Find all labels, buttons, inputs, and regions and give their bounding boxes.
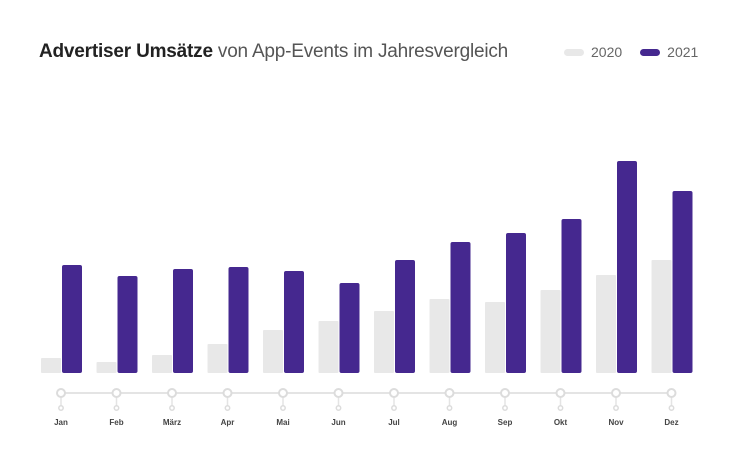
bar-2020-Dez bbox=[651, 260, 672, 373]
timeline-dot bbox=[446, 405, 453, 411]
legend-swatch-2020 bbox=[564, 48, 584, 56]
bar-2021-Okt bbox=[561, 219, 582, 373]
x-tick-label: Aug bbox=[442, 418, 458, 427]
x-tick-label: Jul bbox=[388, 418, 400, 427]
legend-label-2021: 2021 bbox=[667, 44, 699, 60]
timeline-dot bbox=[502, 405, 508, 411]
bar-2020-Nov bbox=[596, 275, 616, 373]
timeline-dot bbox=[391, 405, 397, 411]
bar-2021-Feb bbox=[117, 276, 138, 373]
timeline-dot bbox=[335, 405, 342, 411]
timeline-dot bbox=[224, 405, 231, 411]
timeline-node bbox=[611, 388, 621, 398]
chart-title: Advertiser Umsätze von App-Events im Jah… bbox=[39, 41, 508, 63]
timeline-node bbox=[278, 388, 288, 398]
bar-2020-Sep bbox=[485, 302, 505, 373]
timeline-node bbox=[167, 388, 177, 398]
bar-2021-Mai bbox=[284, 271, 304, 373]
bar-2021-Sep bbox=[506, 233, 526, 373]
bar-2021-März bbox=[173, 269, 193, 373]
timeline-dot bbox=[280, 405, 286, 411]
bar-2021-Nov bbox=[617, 161, 637, 373]
x-tick-label: März bbox=[163, 418, 181, 427]
timeline-dot bbox=[113, 405, 120, 411]
bar-2020-März bbox=[152, 355, 172, 373]
bar-2021-Aug bbox=[450, 242, 471, 373]
bar-2021-Jan bbox=[62, 265, 82, 373]
x-tick-label: Apr bbox=[221, 418, 235, 427]
timeline-node bbox=[56, 388, 66, 398]
timeline-node bbox=[111, 388, 122, 398]
timeline-dot bbox=[169, 405, 175, 411]
bar-2020-Feb bbox=[96, 362, 117, 373]
legend-swatch-2021 bbox=[640, 48, 661, 56]
x-tick-label: Feb bbox=[109, 418, 123, 427]
timeline-node bbox=[222, 388, 233, 398]
bar-2020-Jul bbox=[374, 311, 394, 373]
chart-title-bold: Advertiser Umsätze bbox=[39, 41, 213, 62]
x-tick-label: Jan bbox=[54, 418, 68, 427]
timeline-dot bbox=[668, 405, 675, 411]
timeline-node bbox=[500, 388, 510, 398]
bar-2020-Jun bbox=[318, 321, 339, 373]
timeline-node bbox=[333, 388, 344, 398]
bar-2021-Apr bbox=[228, 267, 249, 373]
x-tick-label: Sep bbox=[498, 418, 513, 427]
x-tick-label: Mai bbox=[276, 418, 289, 427]
timeline-dot bbox=[613, 405, 619, 411]
bar-2020-Jan bbox=[41, 358, 61, 373]
legend: 2020 2021 bbox=[564, 44, 716, 60]
x-tick-label: Jun bbox=[331, 418, 345, 427]
timeline-node bbox=[444, 388, 455, 398]
timeline-dot bbox=[58, 405, 64, 411]
bar-2020-Aug bbox=[429, 299, 450, 373]
legend-item-2021: 2021 bbox=[640, 44, 698, 60]
chart-title-rest: von App-Events im Jahresvergleich bbox=[212, 41, 509, 62]
legend-label-2020: 2020 bbox=[591, 44, 623, 60]
bar-2021-Jun bbox=[339, 283, 360, 373]
timeline-node bbox=[555, 388, 566, 398]
bar-2020-Apr bbox=[207, 344, 228, 373]
x-tick-label: Okt bbox=[554, 418, 568, 427]
legend-item-2020: 2020 bbox=[564, 44, 622, 60]
bar-2021-Dez bbox=[672, 191, 693, 373]
timeline-node bbox=[389, 388, 399, 398]
bar-2020-Mai bbox=[263, 330, 283, 373]
timeline-dot bbox=[557, 405, 564, 411]
timeline-node bbox=[666, 388, 677, 398]
bar-2020-Okt bbox=[540, 290, 561, 373]
bar-2021-Jul bbox=[395, 260, 415, 373]
x-tick-label: Dez bbox=[664, 418, 678, 427]
x-tick-label: Nov bbox=[608, 418, 624, 427]
